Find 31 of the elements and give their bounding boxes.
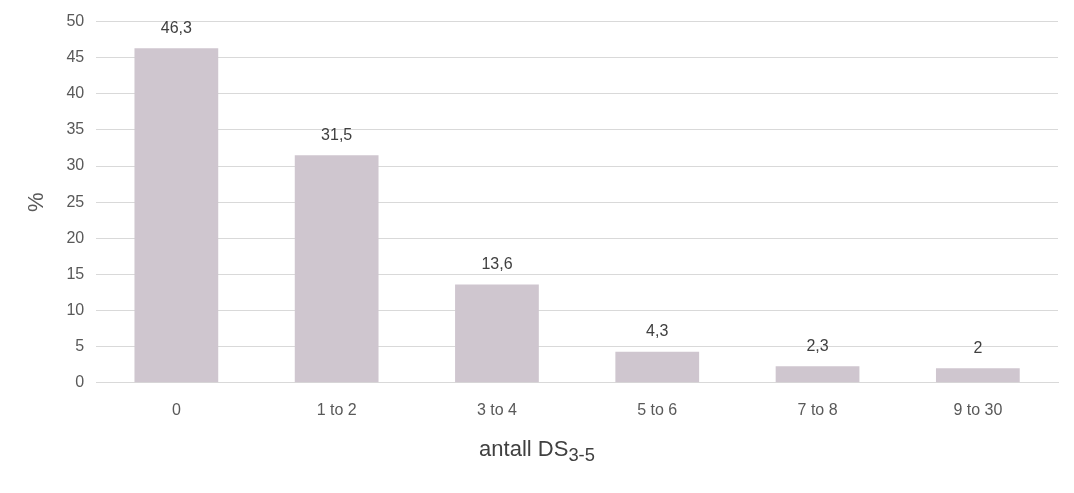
bar <box>615 351 700 383</box>
x-tick-label: 9 to 30 <box>953 400 1003 418</box>
data-label: 46,3 <box>160 18 193 36</box>
x-tick-label: 3 to 4 <box>476 400 518 418</box>
y-tick-label: 30 <box>66 156 85 174</box>
x-tick-label: 1 to 2 <box>316 400 357 418</box>
bar <box>294 155 379 383</box>
y-tick-label: 35 <box>66 120 85 138</box>
y-tick-label: 10 <box>66 300 85 318</box>
y-tick-label: 40 <box>66 84 85 102</box>
x-axis-title: antall DS$_{3-5}$ <box>478 436 596 467</box>
bar <box>134 48 219 383</box>
data-label: 31,5 <box>321 125 353 143</box>
y-tick-label: 15 <box>66 264 85 282</box>
x-tick-label: 5 to 6 <box>637 400 678 418</box>
y-tick-label: 50 <box>66 12 85 30</box>
y-tick-label: 25 <box>66 192 85 210</box>
y-axis-title: % <box>23 192 49 212</box>
y-tick-label: 5 <box>75 337 85 355</box>
x-tick-label: 7 to 8 <box>797 400 838 418</box>
y-tick-label: 45 <box>66 48 85 66</box>
data-label: 2 <box>973 338 983 356</box>
y-tick-label: 0 <box>75 373 85 391</box>
x-tick-label: 0 <box>171 400 181 418</box>
y-tick-label: 20 <box>66 228 85 246</box>
data-label: 4,3 <box>646 322 669 340</box>
data-label: 2,3 <box>806 336 829 354</box>
data-label: 13,6 <box>481 254 513 272</box>
bar <box>935 368 1020 383</box>
bar <box>775 366 860 383</box>
bar <box>455 284 539 383</box>
